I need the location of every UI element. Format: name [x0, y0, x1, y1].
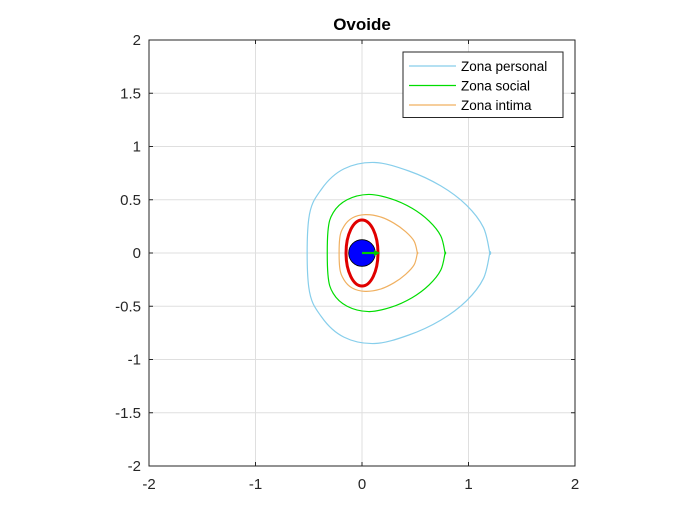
series-line-1: [326, 193, 447, 313]
y-tick-label: 0.5: [120, 192, 141, 209]
x-tick-label: -1: [249, 476, 262, 493]
chart-title: Ovoide: [333, 15, 391, 34]
series-line-0: [306, 161, 492, 345]
legend-label: Zona social: [461, 79, 530, 94]
legend-label: Zona personal: [461, 59, 547, 74]
legend-label: Zona intima: [461, 98, 532, 113]
ticks: -2 -1 0 1 2 -2 -1.5 -1 -0.5 0 0.5 1 1.5 2: [115, 32, 579, 493]
y-tick-label: -0.5: [115, 298, 141, 315]
y-tick-label: -1.5: [115, 405, 141, 422]
y-tick-label: -1: [128, 352, 141, 369]
y-tick-label: 1.5: [120, 85, 141, 102]
y-tick-label: 2: [133, 32, 141, 49]
y-tick-label: 0: [133, 245, 141, 262]
x-tick-label: -2: [142, 476, 155, 493]
y-tick-label: -2: [128, 458, 141, 475]
y-tick-label: 1: [133, 139, 141, 156]
x-tick-label: 1: [464, 476, 472, 493]
green-arrow-head: [374, 250, 381, 256]
legend: Zona personal Zona social Zona intima: [402, 51, 564, 118]
marks-layer: [344, 218, 381, 288]
series-line-2: [338, 214, 419, 292]
series-layer: [306, 161, 492, 345]
x-tick-label: 2: [571, 476, 579, 493]
legend-box: [402, 51, 564, 118]
x-tick-label: 0: [358, 476, 366, 493]
